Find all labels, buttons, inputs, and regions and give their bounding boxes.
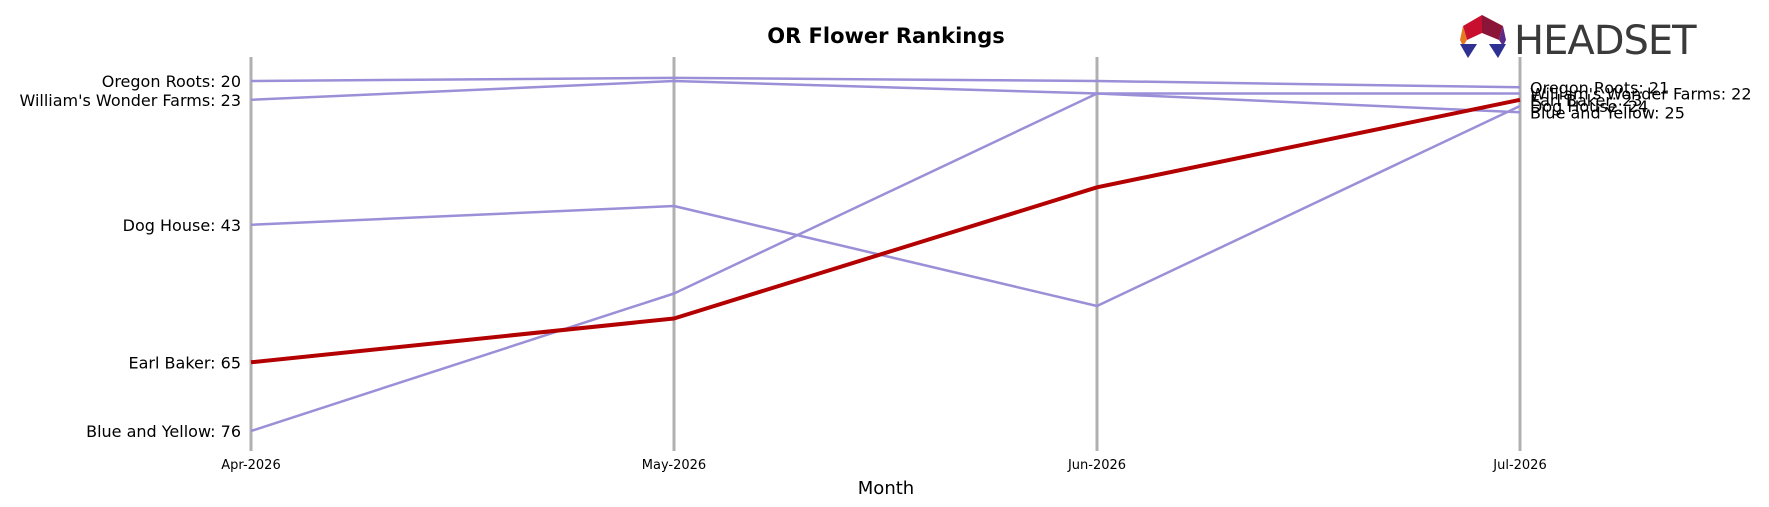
headset-logo-icon [1460, 15, 1506, 58]
headset-logo: HEADSET [1460, 15, 1698, 64]
start-label-blue-and-yellow: Blue and Yellow: 76 [86, 422, 241, 441]
x-tick-label: Jul-2026 [1492, 458, 1546, 473]
series-line-william-s-wonder-farms [250, 79, 1520, 102]
start-label-oregon-roots: Oregon Roots: 20 [102, 72, 241, 91]
x-tick-labels: Apr-2026 May-2026 Jun-2026 Jul-2026 [221, 458, 1546, 473]
end-label-william-s-wonder-farms: William's Wonder Farms: 22 [1530, 85, 1752, 104]
headset-logo-text: HEADSET [1514, 18, 1697, 64]
start-label-dog-house: Dog House: 43 [123, 216, 241, 235]
series-line-dog-house [250, 104, 1521, 308]
series-lines [250, 76, 1521, 433]
x-axis-label: Month [858, 478, 914, 499]
x-tick-label: May-2026 [642, 458, 706, 473]
end-label-earl-baker: Earl Baker: 23 [1530, 91, 1642, 110]
end-label-dog-house: Dog House: 24 [1530, 97, 1648, 116]
start-label-earl-baker: Earl Baker: 65 [129, 353, 241, 372]
series-labels: Oregon Roots: 20 Oregon Roots: 21William'… [19, 72, 1751, 441]
x-tick-label: Jun-2026 [1067, 458, 1126, 473]
x-tick-label: Apr-2026 [221, 458, 280, 473]
series-line-blue-and-yellow [250, 92, 1521, 433]
start-label-william-s-wonder-farms: William's Wonder Farms: 23 [19, 91, 241, 110]
end-label-blue-and-yellow: Blue and Yellow: 25 [1530, 103, 1685, 122]
end-label-oregon-roots: Oregon Roots: 21 [1530, 78, 1669, 97]
chart-title: OR Flower Rankings [767, 24, 1005, 48]
month-axes [249, 57, 1522, 451]
series-line-earl-baker [250, 97, 1521, 365]
series-line-oregon-roots [250, 76, 1521, 89]
